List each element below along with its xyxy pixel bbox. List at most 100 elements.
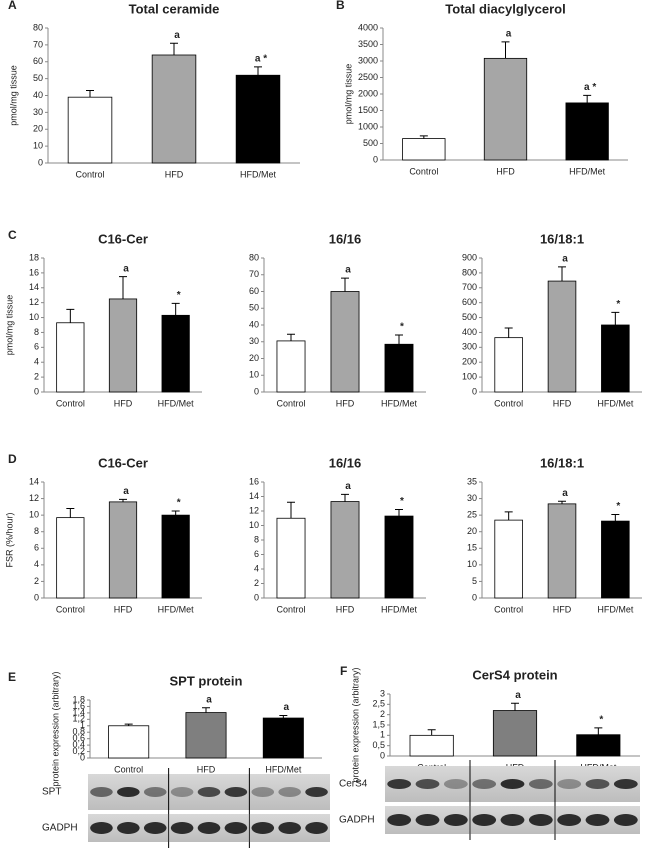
x-tick-label: HFD xyxy=(553,398,572,408)
y-tick-label: 2000 xyxy=(358,88,378,98)
x-tick-label: HFD xyxy=(197,764,216,774)
y-tick-label: 60 xyxy=(33,56,43,66)
panel-letter: A xyxy=(8,0,17,12)
y-tick-label: 15 xyxy=(467,543,477,553)
x-tick-label: Control xyxy=(56,604,85,614)
error-bar xyxy=(341,277,349,292)
y-tick-label: 14 xyxy=(29,282,39,292)
bar xyxy=(56,322,85,393)
y-tick-label: 0 xyxy=(34,592,39,602)
y-tick-label: 2 xyxy=(380,709,385,719)
y-tick-label: 20 xyxy=(33,124,43,134)
y-tick-label: 2 xyxy=(34,371,39,381)
y-tick-label: 1 xyxy=(380,730,385,740)
y-tick-label: 30 xyxy=(33,107,43,117)
panel-letter: E xyxy=(8,670,16,684)
blot-band xyxy=(500,814,525,826)
bar xyxy=(601,520,630,599)
blot-band xyxy=(500,779,525,789)
y-tick-label: 16 xyxy=(29,267,39,277)
bar xyxy=(108,725,150,759)
error-bar xyxy=(171,510,180,516)
y-tick-label: 10 xyxy=(249,370,259,380)
blot-band xyxy=(117,822,140,834)
x-tick-label: HFD xyxy=(114,398,133,408)
y-axis-label: pmol/mg tissue xyxy=(343,64,353,125)
y-tick-label: 8 xyxy=(34,526,39,536)
y-tick-label: 3 xyxy=(380,688,385,698)
y-tick-label: 10 xyxy=(249,520,259,530)
y-tick-label: 500 xyxy=(363,138,378,148)
y-tick-label: 10 xyxy=(29,510,39,520)
blot-band xyxy=(472,814,497,826)
x-tick-label: HFD xyxy=(336,604,355,614)
blot-band xyxy=(472,779,497,789)
y-tick-label: 8 xyxy=(254,534,259,544)
x-tick-label: Control xyxy=(276,604,305,614)
y-axis-label: protein expression (arbitrary) xyxy=(50,671,60,786)
bar xyxy=(161,314,190,393)
bar xyxy=(108,501,138,599)
x-tick-label: HFD xyxy=(496,166,515,176)
error-bar xyxy=(611,513,620,522)
chart-title: C16-Cer xyxy=(98,455,148,470)
y-tick-label: 14 xyxy=(249,491,259,501)
y-tick-label: 10 xyxy=(33,141,43,151)
y-tick-label: 50 xyxy=(249,303,259,313)
x-tick-label: HFD/Met xyxy=(265,764,301,774)
bar xyxy=(276,517,306,599)
bar xyxy=(185,712,227,759)
chart-title: SPT protein xyxy=(170,673,243,688)
bar xyxy=(330,501,360,599)
y-tick-label: 0 xyxy=(472,592,477,602)
y-tick-label: 30 xyxy=(467,493,477,503)
y-tick-label: 2500 xyxy=(358,72,378,82)
error-bar xyxy=(501,41,510,59)
y-tick-label: 500 xyxy=(462,312,477,322)
error-bar xyxy=(170,42,178,55)
blot-band xyxy=(143,787,167,797)
y-tick-label: 1 xyxy=(80,720,85,730)
annotation: * xyxy=(177,290,181,301)
annotation: a xyxy=(562,488,568,499)
y-tick-label: 0,5 xyxy=(372,740,385,750)
blot-band xyxy=(613,779,638,789)
y-tick-label: 80 xyxy=(33,22,43,32)
y-tick-label: 50 xyxy=(33,73,43,83)
error-bar xyxy=(66,308,75,323)
error-bar xyxy=(119,276,127,299)
bar xyxy=(108,298,138,393)
y-tick-label: 0,2 xyxy=(72,746,85,756)
annotation: a xyxy=(506,29,512,40)
x-tick-label: Control xyxy=(56,398,85,408)
error-bar xyxy=(66,508,75,518)
x-tick-label: HFD/Met xyxy=(158,398,194,408)
y-tick-label: 1,5 xyxy=(372,719,385,729)
bar xyxy=(330,291,360,393)
y-tick-label: 20 xyxy=(249,353,259,363)
y-tick-label: 2,5 xyxy=(372,699,385,709)
blot-band xyxy=(557,814,582,826)
x-tick-label: Control xyxy=(75,169,104,179)
x-tick-label: Control xyxy=(276,398,305,408)
blot-band xyxy=(613,814,638,826)
x-tick-label: Control xyxy=(494,604,523,614)
bar xyxy=(262,717,304,759)
annotation: a xyxy=(562,254,568,265)
error-bar xyxy=(202,707,210,713)
y-tick-label: 20 xyxy=(467,526,477,536)
y-tick-label: 18 xyxy=(29,252,39,262)
y-tick-label: 8 xyxy=(34,327,39,337)
y-tick-label: 70 xyxy=(33,39,43,49)
bar xyxy=(547,503,577,599)
y-tick-label: 0 xyxy=(373,154,378,164)
y-tick-label: 4000 xyxy=(358,22,378,32)
blot-band xyxy=(143,822,167,834)
blot-band xyxy=(251,822,275,834)
blot-band xyxy=(170,787,194,797)
chart-title: 16/16 xyxy=(329,455,362,470)
y-axis-label: protein expression (arbitrary) xyxy=(350,667,360,782)
bar xyxy=(151,54,197,164)
blot-band xyxy=(251,787,275,797)
y-tick-label: 80 xyxy=(249,252,259,262)
